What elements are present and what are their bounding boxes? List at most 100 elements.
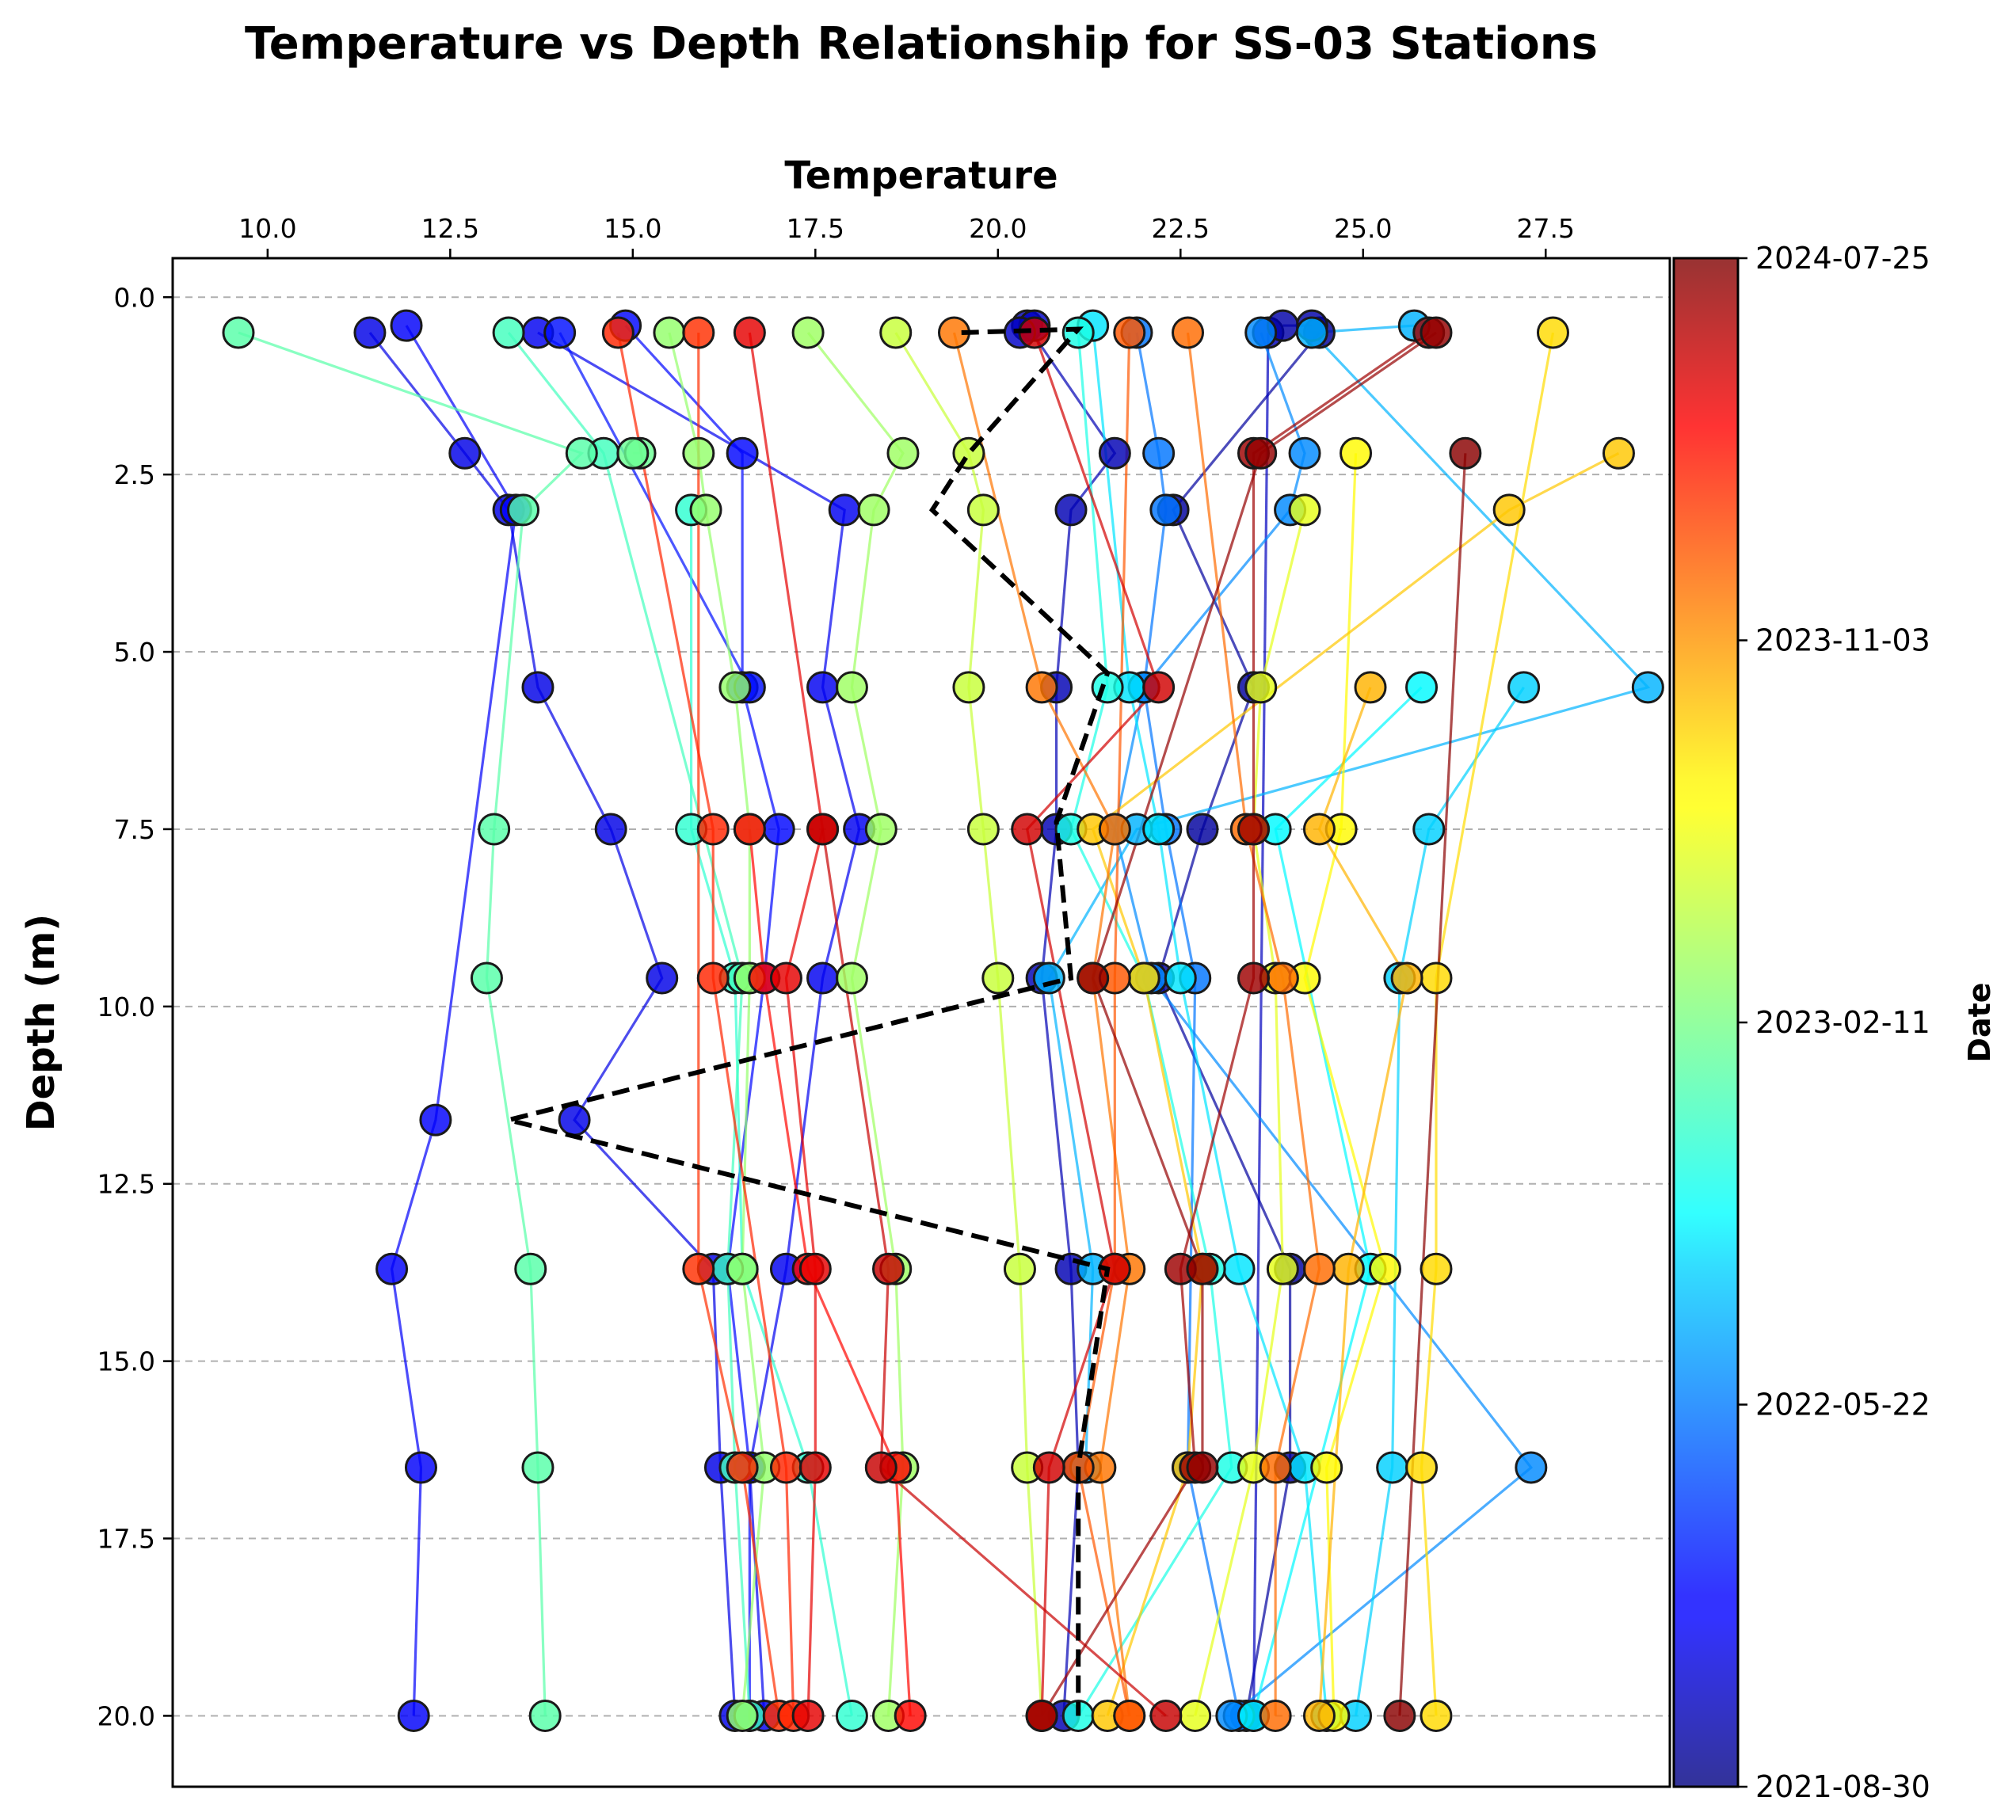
series-line: [1047, 324, 1651, 1468]
x-tick-label: 27.5: [1517, 213, 1575, 244]
series-line: [558, 332, 751, 688]
data-point: [1412, 813, 1446, 846]
data-point: [1222, 1252, 1256, 1285]
series-line: [1092, 325, 1328, 1716]
profile-series: [222, 309, 1664, 1732]
data-point: [1266, 1252, 1299, 1285]
data-point: [1142, 436, 1176, 470]
data-point: [353, 316, 387, 349]
data-point: [806, 961, 840, 995]
data-point: [565, 436, 598, 470]
x-tick-label: 22.5: [1152, 213, 1210, 244]
data-point: [1142, 813, 1176, 846]
data-point: [1266, 961, 1299, 995]
data-point: [1420, 1699, 1453, 1732]
data-point: [1186, 813, 1219, 846]
data-point: [1288, 493, 1321, 527]
data-point: [1302, 1699, 1336, 1732]
series-line: [537, 331, 861, 1716]
data-point: [857, 493, 890, 527]
series-line: [1069, 332, 1233, 1717]
data-point: [682, 316, 715, 349]
data-point: [696, 813, 730, 846]
y-tick-label: 0.0: [114, 282, 155, 313]
series-line: [1091, 451, 1620, 1716]
data-point: [1492, 493, 1526, 527]
data-point: [1244, 436, 1278, 470]
x-axis-ticks: 10.0 12.5 15.0 17.5 20.0 22.5 25.0 27.5: [238, 213, 1575, 258]
data-point: [1332, 1252, 1365, 1285]
data-point: [1032, 1451, 1065, 1484]
data-point: [1149, 493, 1183, 527]
data-point: [478, 813, 511, 846]
colorbar-label: Date: [1962, 982, 1997, 1062]
colorbar-tick-label: 2024-07-25: [1755, 241, 1930, 276]
y-tick-label: 7.5: [114, 814, 155, 845]
colorbar-tick-label: 2022-05-22: [1755, 1388, 1930, 1422]
data-point: [1383, 1699, 1416, 1732]
series-line: [390, 325, 517, 1716]
data-point: [1172, 316, 1205, 349]
mean-profile: [508, 326, 1111, 1716]
y-tick-label: 15.0: [97, 1346, 155, 1377]
data-point: [1113, 316, 1146, 349]
y-tick-label: 20.0: [97, 1700, 155, 1731]
x-tick-label: 17.5: [787, 213, 844, 244]
colorbar-tick-label: 2023-02-11: [1755, 1005, 1930, 1040]
data-point: [966, 493, 1000, 527]
data-point: [1507, 671, 1541, 704]
x-tick-label: 20.0: [969, 213, 1027, 244]
y-axis-label: Depth (m): [19, 914, 63, 1131]
y-tick-label: 17.5: [97, 1524, 155, 1555]
data-point: [1098, 436, 1131, 470]
data-point: [1368, 1252, 1401, 1285]
data-point: [1295, 316, 1328, 349]
data-point: [791, 316, 825, 349]
series-line: [1025, 332, 1160, 1716]
data-point: [1149, 1699, 1183, 1732]
data-point: [397, 1699, 430, 1732]
data-point: [1179, 1699, 1212, 1732]
data-point: [1003, 1252, 1036, 1285]
data-point: [1164, 961, 1197, 995]
data-point: [966, 813, 1000, 846]
colorbar-ticks: 2021-08-30 2022-05-22 2023-02-11 2023-11-03…: [1738, 241, 1930, 1804]
data-point: [1259, 1699, 1292, 1732]
y-tick-label: 12.5: [97, 1169, 155, 1200]
y-tick-label: 10.0: [97, 992, 155, 1022]
series-line: [821, 828, 1167, 1717]
data-point: [601, 316, 635, 349]
data-point: [1098, 813, 1131, 846]
data-point: [1420, 961, 1453, 995]
data-point: [806, 813, 840, 846]
chart-title: Temperature vs Depth Relationship for SS…: [245, 18, 1598, 70]
series-line: [748, 332, 825, 1716]
data-point: [1631, 671, 1664, 704]
data-point: [1405, 671, 1439, 704]
data-point: [733, 813, 766, 846]
data-point: [222, 316, 255, 349]
data-point: [1186, 1451, 1219, 1484]
y-axis-ticks: 0.0 2.5 5.0 7.5 10.0 12.5 15.0 17.5 20.0: [97, 282, 173, 1731]
series-lines: [238, 324, 1651, 1717]
series-line: [806, 332, 905, 1716]
data-point: [1054, 493, 1088, 527]
series-line: [1252, 333, 1270, 1716]
series-line: [616, 332, 795, 1716]
data-point: [1420, 1252, 1453, 1285]
data-point: [981, 961, 1015, 995]
series-line: [1354, 686, 1525, 1716]
series-line: [1252, 686, 1423, 1716]
data-point: [835, 1699, 868, 1732]
data-point: [1449, 436, 1482, 470]
plot-frame: [171, 257, 1671, 1788]
series-line: [624, 325, 780, 1716]
data-point: [1186, 1252, 1219, 1285]
data-point: [696, 961, 730, 995]
data-point: [470, 961, 503, 995]
data-point: [1390, 961, 1423, 995]
data-point: [1127, 961, 1160, 995]
data-point: [1237, 961, 1270, 995]
data-point: [1244, 316, 1278, 349]
